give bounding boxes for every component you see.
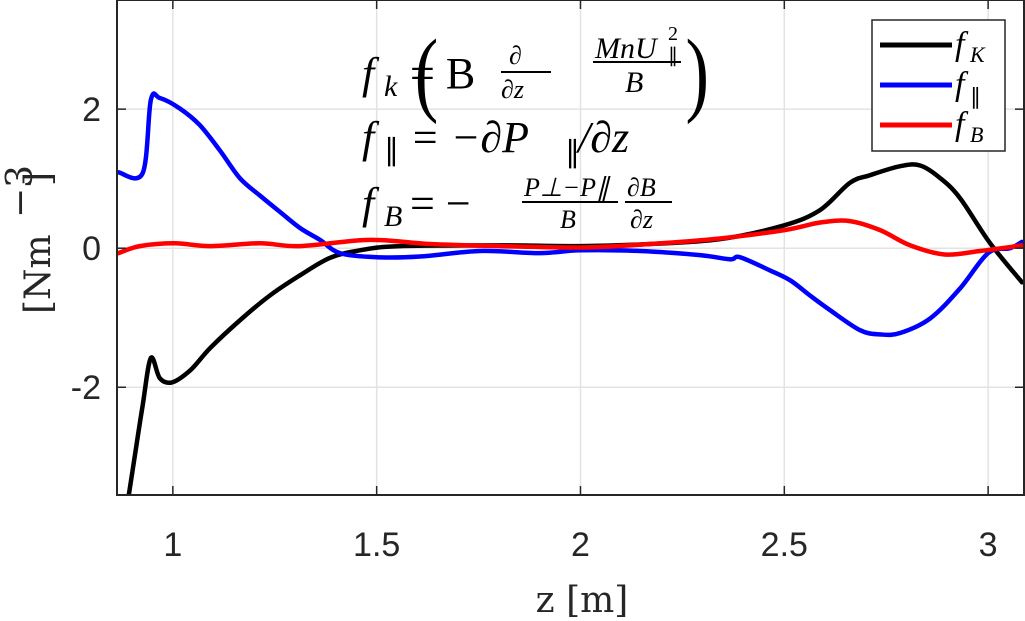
equation-fb: f B = − P⊥−P∥ B ∂B ∂z bbox=[362, 173, 672, 234]
series-line-1 bbox=[117, 91, 1024, 338]
eq-fpar-tail: /∂z bbox=[575, 113, 629, 162]
y-axis-title: [Nm −3 ] bbox=[0, 165, 59, 314]
tick-labels: 1 1.5 2 2.5 3 -2 0 2 bbox=[71, 91, 998, 564]
y-axis-title-close: ] bbox=[18, 172, 59, 186]
eq-fk-dden: ∂z bbox=[501, 75, 524, 104]
x-tick-label: 2 bbox=[571, 526, 590, 564]
eq-fk-den: B bbox=[625, 66, 643, 99]
eq-fb-num: P⊥−P∥ bbox=[523, 173, 611, 202]
y-axis-title-main: [Nm bbox=[18, 234, 59, 314]
eq-fb-eq: = − bbox=[410, 179, 471, 228]
eq-fk-sub: k bbox=[384, 70, 398, 103]
legend-sub-fk: K bbox=[969, 42, 986, 67]
eq-fk-lparen: ( bbox=[415, 20, 438, 124]
equation-fpar: f ∥ = −∂P ∥ /∂z bbox=[362, 113, 629, 169]
eq-fk-eq: = B bbox=[410, 49, 475, 98]
eq-fpar-sub: ∥ bbox=[384, 134, 399, 167]
y-axis-title-sup: −3 bbox=[0, 165, 41, 218]
eq-fb-den: B bbox=[560, 205, 576, 234]
eq-fb-dden: ∂z bbox=[630, 205, 653, 234]
y-tick-label: 0 bbox=[82, 230, 101, 268]
y-tick-label: 2 bbox=[82, 91, 101, 129]
x-axis-title: z [m] bbox=[536, 580, 629, 621]
x-tick-label: 1.5 bbox=[353, 526, 400, 564]
eq-fb-dnum: ∂B bbox=[627, 173, 656, 202]
series-line-2 bbox=[117, 218, 1024, 257]
eq-fk-num: MnU bbox=[594, 32, 659, 65]
legend[interactable]: f K f ∥ f B bbox=[871, 19, 1006, 152]
legend-sub-fb: B bbox=[970, 122, 983, 147]
plot-area bbox=[117, 91, 1024, 495]
eq-fk-num-sub: ∥ bbox=[668, 45, 678, 67]
legend-sub-fpar: ∥ bbox=[970, 84, 981, 109]
eq-fpar-rhs-sub: ∥ bbox=[565, 136, 580, 169]
eq-fk-num-sup: 2 bbox=[668, 23, 678, 45]
tick-marks bbox=[117, 0, 1024, 495]
y-tick-label: -2 bbox=[71, 369, 101, 407]
eq-fk-rparen: ) bbox=[686, 20, 709, 124]
x-tick-label: 3 bbox=[979, 526, 998, 564]
eq-fk-dnum: ∂ bbox=[509, 41, 522, 70]
x-tick-label: 2.5 bbox=[761, 526, 808, 564]
eq-fpar-rhs: = −∂P bbox=[410, 113, 529, 162]
eq-fb-sub: B bbox=[384, 200, 402, 233]
equation-annotations: f k = B ∂ ∂z ( MnU 2 ∥ B ) f ∥ = −∂P ∥ /… bbox=[362, 20, 709, 234]
x-tick-label: 1 bbox=[163, 526, 182, 564]
